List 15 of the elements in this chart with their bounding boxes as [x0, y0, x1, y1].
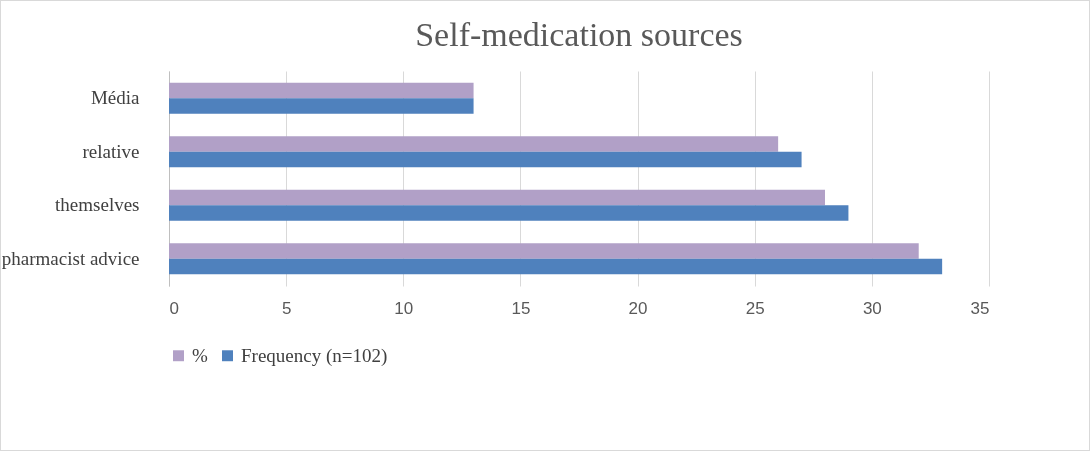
x-tick-label: 10	[394, 298, 414, 318]
legend-label: %	[192, 344, 208, 366]
x-tick-label: 20	[628, 298, 648, 318]
x-tick-label: 0	[169, 298, 179, 318]
chart-title: Self-medication sources	[415, 16, 743, 53]
y-tick-label: Média	[90, 87, 141, 109]
y-tick-label: relative	[82, 140, 140, 162]
x-tick-label: 15	[511, 298, 531, 318]
x-tick-label: 5	[281, 298, 292, 318]
y-tick-label: themselves	[55, 194, 140, 216]
x-tick-label: 30	[862, 298, 882, 318]
y-tick-label: pharmacist advice	[1, 247, 140, 269]
x-tick-label: 35	[970, 298, 990, 318]
x-tick-label: 25	[745, 298, 765, 318]
legend-label: Frequency (n=102)	[241, 344, 388, 367]
